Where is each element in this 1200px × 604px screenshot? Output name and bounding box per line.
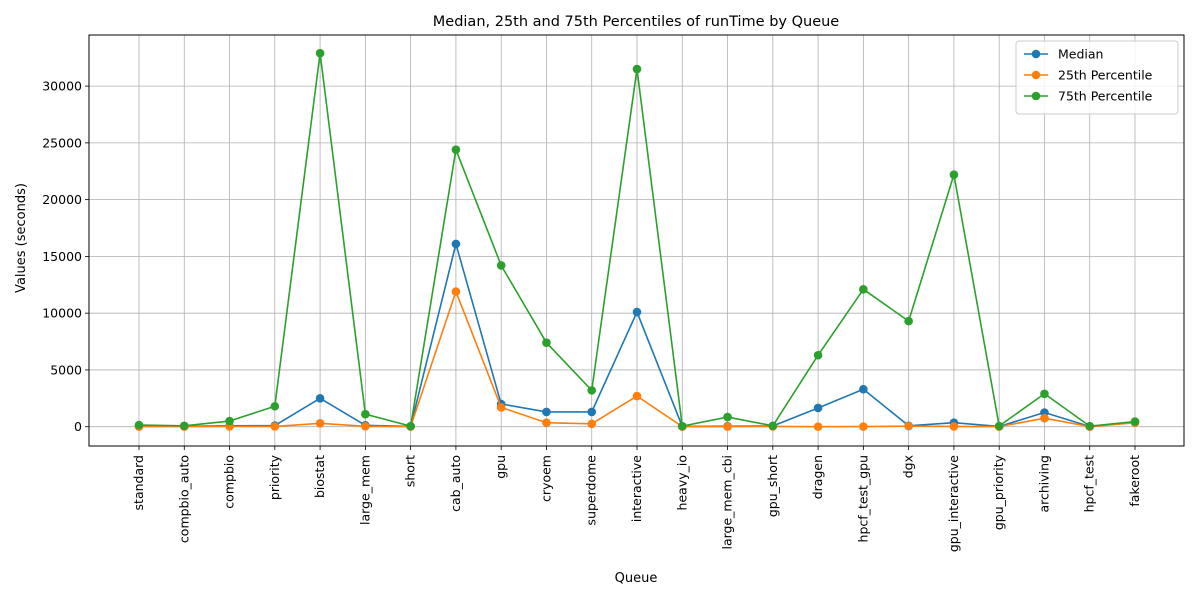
data-point <box>1040 389 1049 399</box>
data-point <box>315 418 325 428</box>
x-tick-label: hpcf_test <box>1082 455 1097 512</box>
x-tick-label: dgx <box>901 455 916 478</box>
data-point <box>632 391 642 401</box>
data-point <box>723 412 732 422</box>
x-tick-label: gpu_interactive <box>946 455 961 552</box>
data-point <box>859 285 868 294</box>
data-point <box>859 384 868 394</box>
data-point <box>361 422 370 431</box>
data-point <box>1040 413 1049 423</box>
legend: Median 25th Percentile 75th Percentile <box>1015 40 1179 115</box>
data-point <box>768 421 778 431</box>
x-tick-label: gpu_priority <box>991 454 1006 530</box>
data-point <box>949 170 959 179</box>
y-tick-label: 5000 <box>50 362 82 377</box>
data-point <box>270 401 280 411</box>
x-tick-label: short <box>403 455 418 487</box>
x-tick-label: compbio <box>222 455 237 509</box>
data-point <box>496 403 506 412</box>
x-tick-label: gpu_short <box>765 455 780 517</box>
x-tick-label: cab_auto <box>448 455 463 512</box>
data-point <box>179 421 189 431</box>
x-tick-label: standard <box>131 455 146 510</box>
data-point <box>451 145 461 154</box>
data-point <box>270 422 280 431</box>
data-point <box>451 287 461 296</box>
data-point <box>632 307 642 317</box>
data-point <box>496 261 506 270</box>
x-tick-label: fakeroot <box>1127 455 1142 507</box>
x-tick-label: large_mem_cbi <box>720 455 735 550</box>
x-tick-label: compbio_auto <box>176 455 191 543</box>
data-point <box>315 48 325 58</box>
x-tick-label: cryoem <box>538 455 553 502</box>
data-point <box>632 64 642 74</box>
data-point <box>587 386 597 395</box>
data-point <box>451 239 461 249</box>
grid-lines <box>89 35 1184 446</box>
x-tick-label: interactive <box>629 455 644 522</box>
legend-label: 75th Percentile <box>1058 89 1153 104</box>
plot-area-frame <box>88 34 1185 447</box>
legend-marker <box>1031 49 1041 59</box>
legend-item: Median <box>1024 47 1103 62</box>
legend-frame <box>1015 40 1179 115</box>
data-point <box>949 422 959 431</box>
data-point <box>904 316 913 326</box>
x-tick-label: dragen <box>810 455 825 499</box>
x-tick-label: biostat <box>312 455 327 498</box>
series-75th-percentile <box>134 48 1140 431</box>
data-point <box>361 409 370 419</box>
x-tick-label: large_mem <box>357 455 372 525</box>
x-tick-label: heavy_io <box>674 455 689 510</box>
x-tick-label: superdome <box>584 455 599 526</box>
legend-label: Median <box>1058 47 1103 62</box>
legend-item: 75th Percentile <box>1024 89 1153 104</box>
data-point <box>1085 421 1095 431</box>
data-point <box>859 422 868 431</box>
chart-title: Median, 25th and 75th Percentiles of run… <box>433 14 840 30</box>
x-tick-label: hpcf_test_gpu <box>855 455 870 542</box>
legend-label: 25th Percentile <box>1058 68 1153 83</box>
y-tick-label: 0 <box>74 419 82 434</box>
data-point <box>587 419 597 429</box>
data-point <box>542 418 551 428</box>
y-tick-label: 20000 <box>42 192 82 207</box>
data-point <box>542 338 551 347</box>
y-tick-label: 10000 <box>42 306 82 321</box>
data-point <box>723 422 732 431</box>
x-tick-label: priority <box>267 454 282 500</box>
legend-marker <box>1031 91 1041 101</box>
data-point <box>134 420 144 430</box>
data-point <box>1130 417 1140 426</box>
data-point <box>677 421 687 431</box>
data-point <box>904 421 913 431</box>
data-point <box>542 407 551 417</box>
data-point <box>587 407 597 417</box>
x-axis-label: Queue <box>615 571 658 586</box>
x-axis-ticks: standard compbio_auto compbio priority biost… <box>131 446 1142 552</box>
data-point <box>994 421 1004 431</box>
y-axis-ticks: 0 5000 10000 15000 20000 25000 30000 <box>42 79 89 434</box>
legend-item: 25th Percentile <box>1024 68 1153 83</box>
series-group <box>134 48 1140 431</box>
x-tick-label: archiving <box>1036 455 1051 513</box>
legend-marker <box>1031 70 1041 80</box>
y-tick-label: 30000 <box>42 79 82 94</box>
data-point <box>813 422 823 431</box>
data-point <box>315 394 325 403</box>
data-point <box>406 421 415 431</box>
data-point <box>225 416 234 426</box>
y-tick-label: 25000 <box>42 135 82 150</box>
data-point <box>813 403 823 413</box>
y-axis-label: Values (seconds) <box>14 183 29 293</box>
data-point <box>813 350 823 360</box>
y-tick-label: 15000 <box>42 249 82 264</box>
x-tick-label: gpu <box>493 455 508 479</box>
